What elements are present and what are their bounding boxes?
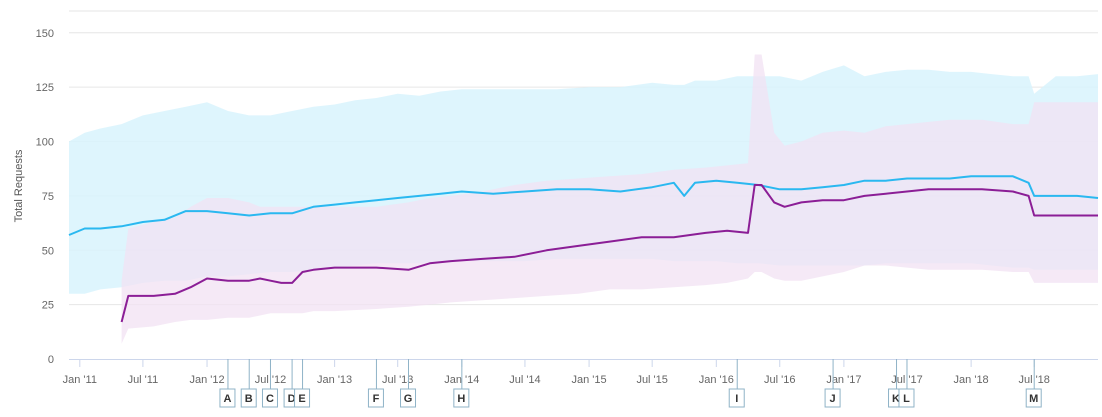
x-tick-label: Jan '18: [954, 374, 989, 386]
flag-label: H: [457, 393, 465, 405]
series-lines: [68, 175, 1099, 323]
flag-box: [294, 388, 311, 408]
x-tick-label: Jan '15: [572, 374, 607, 386]
y-tick-label: 25: [42, 300, 54, 312]
y-tick-label: 50: [42, 245, 54, 257]
flag-box: [728, 388, 745, 408]
series-1-line: [68, 175, 1099, 236]
flag-label: L: [903, 393, 910, 405]
x-tick-label: Jan '13: [317, 374, 352, 386]
flag-label: D: [288, 393, 296, 405]
x-tick-label: Jul '14: [509, 374, 540, 386]
flag-box: [261, 388, 278, 408]
x-axis: Jan '11 Jul '11 Jan '12 Jul '12 Jan '13 Jul '…: [63, 359, 1098, 386]
series-2-range-band: [121, 54, 1099, 344]
y-tick-label: 125: [36, 82, 54, 94]
x-tick-label: Jul '11: [128, 374, 159, 386]
y-tick-label: 75: [42, 191, 54, 203]
flag-box: [367, 388, 384, 408]
y-tick-label: 100: [36, 137, 54, 149]
x-tick-label: Jan '11: [63, 374, 97, 386]
x-tick-label: Jan '17: [826, 374, 861, 386]
flag-label: I: [735, 393, 738, 405]
flag-box: [240, 388, 257, 408]
x-tick-label: Jan '16: [699, 374, 734, 386]
y-tick-label: 0: [48, 354, 54, 366]
flag-label: F: [373, 393, 380, 405]
flag-label: G: [404, 393, 413, 405]
x-tick-label: Jan '12: [189, 374, 224, 386]
flag-box: [898, 388, 915, 408]
y-tick-label: 150: [36, 28, 54, 40]
range-bands: [69, 54, 1099, 344]
flag-label: K: [892, 393, 900, 405]
flag-box: [453, 388, 470, 408]
x-tick-label: Jul '15: [636, 374, 667, 386]
series-2-line: [120, 184, 1098, 323]
flag-label: E: [298, 393, 305, 405]
y-axis-title: Total Requests: [13, 149, 25, 222]
x-tick-label: Jul '16: [764, 374, 795, 386]
flag-box: [1025, 388, 1042, 408]
flag-label: A: [223, 393, 231, 405]
flag-label: C: [266, 393, 274, 405]
x-tick-label: Jul '13: [382, 374, 413, 386]
flag-box: [400, 388, 417, 408]
flag-label: J: [830, 393, 836, 405]
flag-label: B: [245, 393, 253, 405]
flag-box: [219, 388, 236, 408]
y-axis: 0 25 50 75 100 125 150: [36, 28, 54, 366]
flag-label: M: [1029, 393, 1038, 405]
flag-box: [824, 388, 841, 408]
